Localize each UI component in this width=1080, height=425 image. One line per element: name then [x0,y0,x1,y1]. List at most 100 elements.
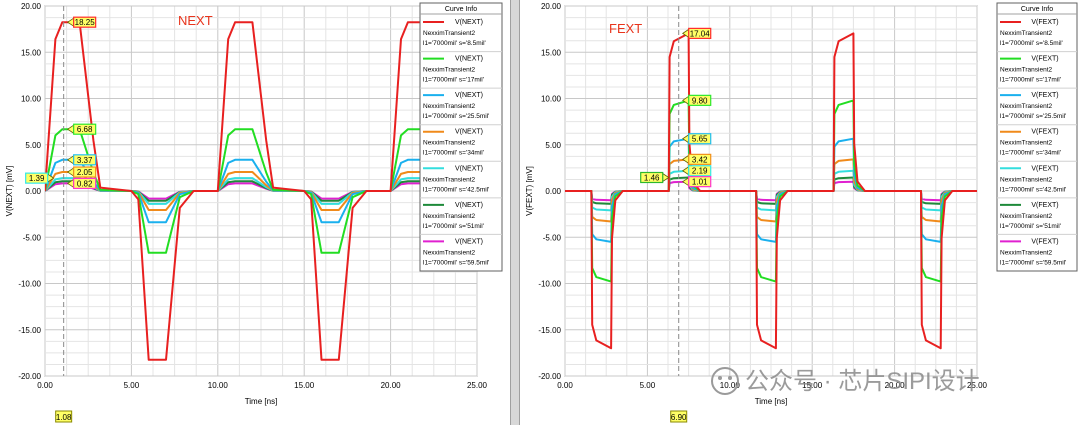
legend-title: Curve Info [445,6,477,13]
x-axis-label: Time [ns] [245,397,278,406]
series-group [565,32,977,350]
y-tick-label: 10.00 [21,95,42,104]
legend-item[interactable]: V(FEXT) NexximTransient2 l1='7000mil' s='2… [997,87,1077,120]
cursor-readout-value: 18.25 [75,18,96,27]
legend-series-params: l1='7000mil' s='42.5mil' [1000,186,1066,193]
cursor-readout-value: 3.37 [77,156,93,165]
y-tick-label: 10.00 [541,95,562,104]
y-tick-label: -15.00 [18,326,41,335]
cursor-readout-value: 17.04 [690,29,711,38]
x-tick-label: 15.00 [294,381,315,390]
cursor-x-marker[interactable]: 6.90 [670,410,688,423]
y-tick-label: -10.00 [18,280,41,289]
chart-panel-fext: -20.00 -15.00 -10.00 -5.00 0.00 5.00 10.00 15.0… [525,2,1078,423]
legend-item[interactable]: V(FEXT) NexximTransient2 l1='7000mil' s='3… [997,124,1077,157]
y-tick-label: -5.00 [23,233,42,242]
legend-item[interactable]: V(FEXT) NexximTransient2 l1='7000mil' s='5… [997,197,1077,230]
x-axis-label: Time [ns] [755,397,788,406]
watermark-text: 公众号 · 芯片SIPI设计 [745,368,980,395]
y-axis-label: V(NEXT) [mV] [5,166,14,217]
cursor-readout: 17.04 [681,27,712,39]
legend-item[interactable]: V(NEXT) NexximTransient2 l1='7000mil' s='2… [420,87,502,120]
legend-series-name: V(FEXT) [1031,129,1058,136]
legend-title: Curve Info [1021,6,1053,13]
cursor-readout-value: 1.46 [644,173,660,182]
series-line-1[interactable] [45,21,477,361]
x-tick-label: 0.00 [37,381,53,390]
legend-series-name: V(FEXT) [1031,92,1058,99]
legend-series-params: l1='7000mil' s='34mil' [1000,150,1061,157]
x-tick-label: 25.00 [967,381,988,390]
legend-item[interactable]: V(FEXT) NexximTransient2 l1='7000mil' s='8… [1000,19,1063,47]
cursor-readout: 0.82 [66,177,97,190]
cursor-readout-value: 6.68 [77,125,93,134]
y-tick-label: 15.00 [541,48,562,57]
y-tick-label: 5.00 [25,141,41,150]
legend-series-setup: NexximTransient2 [423,140,476,147]
chart-panel-next: -20.00 -15.00 -10.00 -5.00 0.00 5.00 10.00 15.0… [5,2,503,423]
y-axis-label: V(FEXT) [mV] [525,166,534,216]
cursor-x-value: 6.90 [671,413,687,422]
x-tick-label: 5.00 [124,381,140,390]
cursor-readout: 3.37 [66,154,97,166]
legend-item[interactable]: V(FEXT) NexximTransient2 l1='7000mil' s='5… [997,233,1077,266]
panel-divider[interactable] [510,0,520,425]
legend[interactable]: Curve Info V(NEXT) NexximTransient2 l1='700… [419,2,503,272]
cursor-readout-value: 1.01 [692,178,708,187]
legend-series-setup: NexximTransient2 [1000,103,1053,110]
x-tick-label: 0.00 [557,381,573,390]
legend-series-setup: NexximTransient2 [423,213,476,220]
cursor-readout: 2.05 [66,166,97,178]
y-tick-label: 20.00 [21,2,42,11]
legend-series-name: V(NEXT) [455,202,483,209]
series-line-2[interactable] [45,128,477,254]
y-tick-label: -20.00 [18,372,41,381]
legend-series-setup: NexximTransient2 [423,249,476,256]
legend-series-setup: NexximTransient2 [1000,140,1053,147]
wechat-icon [711,367,739,395]
legend[interactable]: Curve Info V(FEXT) NexximTransient2 l1='700… [996,2,1078,272]
legend-series-name: V(NEXT) [455,19,483,26]
cursor-readout-value: 9.80 [692,96,708,105]
cursor-readout-value: 2.19 [692,167,708,176]
y-tick-label: 15.00 [21,48,42,57]
series-line-1[interactable] [565,32,977,350]
x-tick-label: 10.00 [720,381,741,390]
legend-series-name: V(NEXT) [455,238,483,245]
series-group [45,21,477,361]
y-tick-label: 0.00 [545,187,561,196]
cursor-readout-value: 2.05 [77,168,93,177]
cursor-readout: 6.68 [66,123,97,135]
cursor-readout-value: 3.42 [692,155,708,164]
y-tick-label: 0.00 [25,187,41,196]
legend-item[interactable]: V(FEXT) NexximTransient2 l1='7000mil' s='4… [997,160,1077,193]
cursor-x-marker[interactable]: 1.08 [55,410,73,423]
legend-series-name: V(FEXT) [1031,238,1058,245]
legend-item[interactable]: V(FEXT) NexximTransient2 l1='7000mil' s='1… [997,51,1077,84]
legend-series-name: V(NEXT) [455,129,483,136]
legend-item[interactable]: V(NEXT) NexximTransient2 l1='7000mil' s='5… [420,197,502,230]
y-tick-label: 5.00 [545,141,561,150]
legend-series-params: l1='7000mil' s='59.5mil' [423,259,489,266]
legend-item[interactable]: V(NEXT) NexximTransient2 l1='7000mil' s='4… [420,160,502,193]
legend-series-setup: NexximTransient2 [1000,30,1053,37]
x-tick-label: 10.00 [208,381,229,390]
legend-series-setup: NexximTransient2 [423,67,476,74]
legend-item[interactable]: V(NEXT) NexximTransient2 l1='7000mil' s='3… [420,124,502,157]
legend-item[interactable]: V(NEXT) NexximTransient2 l1='7000mil' s='8… [423,19,486,47]
legend-series-setup: NexximTransient2 [1000,67,1053,74]
cursor-readout: 1.39 [25,172,55,184]
legend-item[interactable]: V(NEXT) NexximTransient2 l1='7000mil' s='5… [420,233,502,266]
legend-item[interactable]: V(NEXT) NexximTransient2 l1='7000mil' s='1… [420,51,502,84]
x-tick-label: 15.00 [802,381,823,390]
legend-series-setup: NexximTransient2 [1000,249,1053,256]
cursor-readout-value: 1.39 [29,174,45,183]
legend-series-name: V(FEXT) [1031,19,1058,26]
y-tick-label: -5.00 [543,233,562,242]
legend-series-name: V(NEXT) [455,56,483,63]
watermark: 公众号 · 芯片SIPI设计 [711,367,980,395]
legend-series-params: l1='7000mil' s='8.5mil' [1000,40,1063,47]
y-tick-label: -10.00 [538,280,561,289]
cursor-readout: 18.25 [66,16,97,28]
legend-series-name: V(NEXT) [455,92,483,99]
